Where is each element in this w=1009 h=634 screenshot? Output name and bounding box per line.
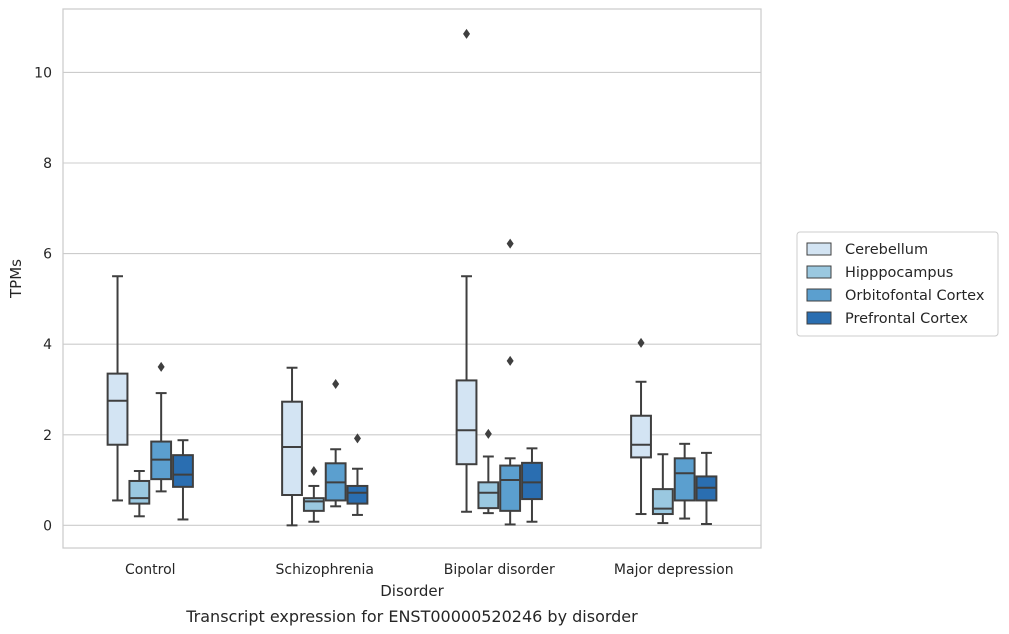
legend-label: Prefrontal Cortex: [845, 311, 968, 327]
outlier-point: [157, 361, 165, 372]
box-group: [630, 337, 718, 525]
outlier-point: [506, 355, 514, 366]
y-tick-label: 2: [43, 428, 52, 444]
grid-lines: [63, 71, 761, 526]
box: [346, 484, 369, 505]
legend-swatch: [806, 242, 832, 256]
legend-swatch: [806, 311, 832, 325]
y-tick-label: 10: [34, 65, 52, 81]
box: [106, 372, 129, 446]
box: [651, 488, 674, 516]
y-tick-label: 0: [43, 518, 52, 534]
outlier-point: [310, 466, 318, 476]
x-tick-label: Schizophrenia: [276, 562, 374, 578]
chart-caption: Transcript expression for ENST0000052024…: [185, 607, 638, 626]
plot-frame: [62, 8, 762, 549]
legend-frame: [796, 231, 999, 337]
legend-swatch: [806, 265, 832, 279]
y-axis-ticks: 0 2 4 6 8 10: [34, 65, 52, 534]
box: [302, 497, 325, 512]
box: [128, 479, 151, 505]
x-axis-ticks: Control Schizophrenia Bipolar disorder Majo…: [125, 562, 734, 578]
box: [499, 464, 522, 512]
box: [630, 414, 652, 459]
box: [477, 481, 500, 510]
y-tick-label: 6: [43, 247, 52, 263]
box: [455, 379, 478, 466]
box: [281, 400, 303, 497]
outlier-point: [332, 379, 340, 390]
y-axis-label: TPMs: [7, 259, 25, 299]
outlier-point: [506, 238, 514, 249]
x-axis-label: Disorder: [380, 582, 444, 600]
box: [673, 457, 696, 502]
y-tick-label: 8: [43, 156, 52, 172]
box-group: [106, 275, 194, 521]
x-tick-label: Major depression: [614, 562, 734, 578]
box-groups: [106, 28, 718, 527]
legend: Cerebellum Hipppocampus Orbitofontal Corte…: [796, 231, 999, 337]
legend-swatch: [806, 288, 832, 302]
outlier-point: [484, 428, 492, 439]
x-tick-label: Bipolar disorder: [444, 562, 555, 578]
box: [521, 461, 543, 501]
y-tick-label: 4: [43, 337, 52, 353]
legend-label: Hipppocampus: [845, 265, 953, 281]
legend-label: Cerebellum: [845, 242, 928, 258]
box-group: [281, 366, 369, 527]
box: [172, 454, 194, 488]
legend-label: Orbitofontal Cortex: [845, 288, 985, 304]
box-group: [455, 28, 543, 526]
x-tick-label: Control: [125, 562, 176, 578]
outlier-point: [463, 28, 471, 39]
outlier-point: [353, 433, 361, 444]
outlier-point: [637, 337, 645, 348]
